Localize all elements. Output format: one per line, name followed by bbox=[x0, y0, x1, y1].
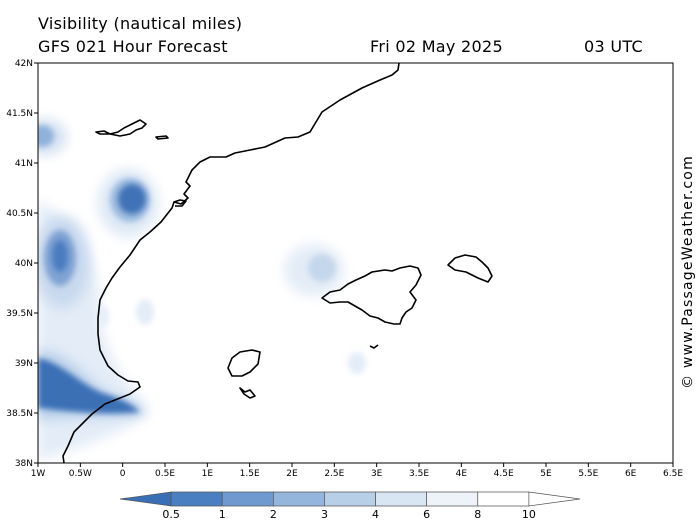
colorbar-segment bbox=[119, 491, 172, 507]
y-tick-label: 38.5N bbox=[6, 409, 33, 419]
x-tick-label: 4E bbox=[456, 469, 468, 479]
x-tick-label: 2E bbox=[286, 469, 298, 479]
forecast-subtitle: GFS 021 Hour Forecast bbox=[38, 37, 228, 56]
y-tick-label: 39.5N bbox=[6, 309, 33, 319]
y-tick-label: 40N bbox=[15, 259, 33, 269]
mallorca-island bbox=[321, 265, 422, 325]
colorbar-legend: 0.5 1 2 3 4 6 8 10 bbox=[119, 491, 581, 521]
coastline bbox=[62, 62, 493, 464]
x-tick-label: 5E bbox=[540, 469, 552, 479]
y-axis: 42N 41.5N 41N 40.5N 40N 39.5N 39N 38.5N 38N bbox=[6, 59, 38, 469]
x-axis: 1W 0.5W 0 0.5E 1E 1.5E 2E 2.5E 3E 3.5E 4E 4.5E 5E 5.5… bbox=[31, 463, 683, 479]
map-title: Visibility (nautical miles) bbox=[38, 14, 243, 33]
x-tick-label: 3E bbox=[371, 469, 383, 479]
x-tick-label: 0.5W bbox=[69, 469, 92, 479]
ebro-delta bbox=[173, 199, 187, 207]
colorbar-segment bbox=[324, 491, 376, 507]
colorbar-label: 1 bbox=[219, 508, 226, 521]
colorbar-label: 3 bbox=[321, 508, 328, 521]
colorbar-label: 0.5 bbox=[162, 508, 180, 521]
columbretes-islands bbox=[95, 119, 147, 137]
iberian-coastline bbox=[62, 62, 400, 464]
x-tick-label: 0.5E bbox=[155, 469, 175, 479]
colorbar-label: 2 bbox=[270, 508, 277, 521]
x-tick-label: 2.5E bbox=[324, 469, 344, 479]
visibility-shading bbox=[38, 119, 366, 462]
y-tick-label: 41.5N bbox=[6, 109, 33, 119]
y-tick-label: 39N bbox=[15, 359, 33, 369]
credit-text: © www.PassageWeather.com bbox=[680, 155, 696, 389]
x-tick-label: 5.5E bbox=[578, 469, 598, 479]
y-tick-label: 38N bbox=[15, 459, 33, 469]
colorbar-segment bbox=[170, 491, 223, 507]
y-tick-label: 41N bbox=[15, 159, 33, 169]
colorbar-label: 4 bbox=[372, 508, 379, 521]
colorbar-segment bbox=[528, 491, 581, 507]
x-tick-label: 1W bbox=[31, 469, 46, 479]
colorbar-label: 6 bbox=[423, 508, 430, 521]
small-islet bbox=[155, 135, 169, 140]
menorca-island bbox=[447, 254, 493, 283]
forecast-time: 03 UTC bbox=[584, 37, 643, 56]
formentera-island bbox=[239, 387, 256, 399]
colorbar-segment bbox=[272, 491, 325, 507]
x-tick-label: 1.5E bbox=[240, 469, 260, 479]
colorbar-segment bbox=[426, 491, 479, 507]
colorbar-segment bbox=[477, 491, 530, 507]
ibiza-island bbox=[227, 349, 261, 377]
colorbar-segment bbox=[221, 491, 274, 507]
x-tick-label: 0 bbox=[120, 469, 126, 479]
colorbar-label: 8 bbox=[474, 508, 481, 521]
y-tick-label: 40.5N bbox=[6, 209, 33, 219]
colorbar-label: 10 bbox=[522, 508, 536, 521]
x-tick-label: 4.5E bbox=[494, 469, 514, 479]
cabrera-island bbox=[369, 344, 379, 349]
x-tick-label: 6.5E bbox=[663, 469, 683, 479]
x-tick-label: 1E bbox=[202, 469, 214, 479]
colorbar-segment bbox=[375, 491, 428, 507]
y-tick-label: 42N bbox=[15, 59, 33, 69]
forecast-date: Fri 02 May 2025 bbox=[370, 37, 503, 56]
x-tick-label: 6E bbox=[625, 469, 637, 479]
x-tick-label: 3.5E bbox=[409, 469, 429, 479]
